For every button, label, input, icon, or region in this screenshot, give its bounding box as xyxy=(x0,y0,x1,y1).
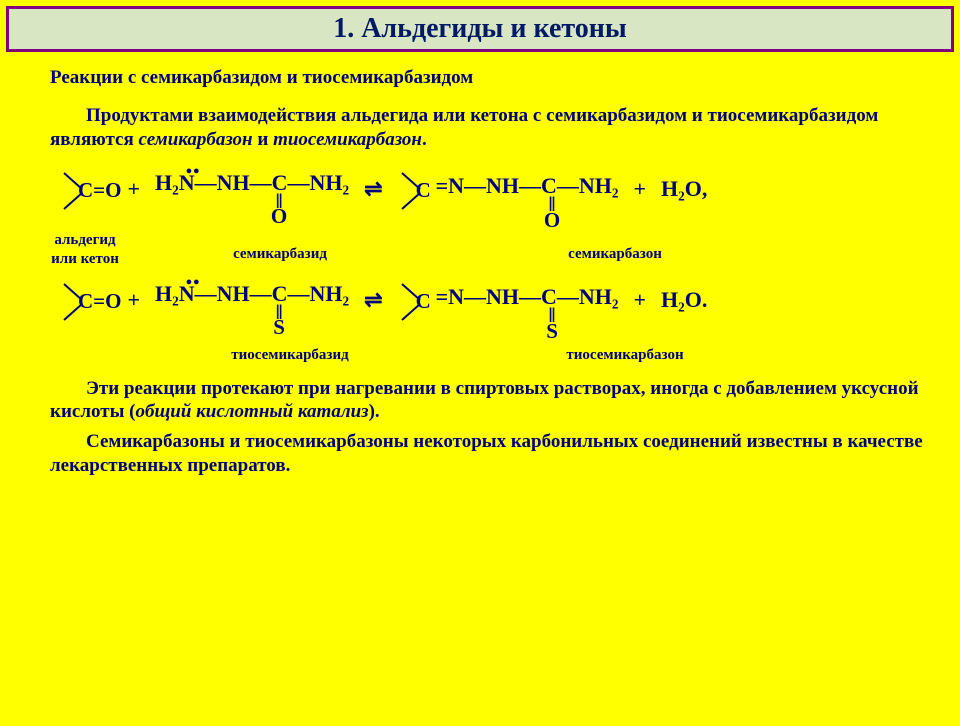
footer1-em: общий кислотный катализ xyxy=(135,401,368,422)
imine-c-1: C xyxy=(416,177,431,203)
intro-paragraph: Продуктами взаимодействия альдегида или … xyxy=(50,104,930,152)
semicarbazide-structure: ● ● H₂N—NH—C—NH₂ ‖ O xyxy=(155,169,349,225)
plus-4: + xyxy=(623,280,658,314)
water-2: H₂O. xyxy=(661,280,707,314)
imine-c-2: C xyxy=(416,288,431,314)
label-semicarbazide: семикарбазид xyxy=(170,231,390,269)
reagent1-line: H₂N—NH—C—NH₂ xyxy=(155,172,349,194)
intro-em1: семикарбазон xyxy=(139,129,253,150)
footer-paragraph-2: Семикарбазоны и тиосемикарбазоны некотор… xyxy=(50,430,930,478)
slide-title-bar: 1. Альдегиды и кетоны xyxy=(6,6,954,52)
equilibrium-arrow-2: ⇌ xyxy=(353,280,393,314)
slide-content: Реакции с семикарбазидом и тиосемикарбаз… xyxy=(0,58,960,490)
thiosemicarbazide-structure: ● ● H₂N—NH—C—NH₂ ‖ S xyxy=(155,280,349,336)
reaction-1: C=O + ● ● H₂N—NH—C—NH₂ ‖ O ⇌ C xyxy=(60,169,930,229)
reaction-2-labels: тиосемикарбазид тиосемикарбазон xyxy=(50,342,930,365)
imine-fragment-1: C xyxy=(398,169,438,215)
reagent2-bond: ‖ S xyxy=(273,305,285,337)
product1-het: O xyxy=(544,213,560,229)
thiosemicarbazone-structure: =N—NH—C—NH₂ ‖ S xyxy=(436,280,619,340)
equilibrium-arrow-1: ⇌ xyxy=(353,169,393,203)
water-1: H₂O, xyxy=(661,169,707,203)
plus-1: + xyxy=(122,169,151,203)
product2-line: =N—NH—C—NH₂ xyxy=(436,280,619,308)
label-semicarbazone: семикарбазон xyxy=(500,231,730,269)
carbonyl-fragment-1: C=O xyxy=(60,169,118,215)
carbonyl-fragment-2: C=O xyxy=(60,280,118,326)
slide-page: 1. Альдегиды и кетоны Реакции с семикарб… xyxy=(0,6,960,726)
reagent2-line: H₂N—NH—C—NH₂ xyxy=(155,283,349,305)
intro-mid: и xyxy=(253,129,273,150)
imine-fragment-2: C xyxy=(398,280,438,326)
carbonyl-text-2: C=O xyxy=(78,288,121,314)
reaction-2: C=O + ● ● H₂N—NH—C—NH₂ ‖ S ⇌ C xyxy=(60,280,930,340)
footer-paragraph-1: Эти реакции протекают при нагревании в с… xyxy=(50,377,930,425)
reagent1-het: O xyxy=(271,209,287,225)
reagent1-bond: ‖ O xyxy=(271,194,287,226)
plus-3: + xyxy=(122,280,151,314)
semicarbazone-structure: =N—NH—C—NH₂ ‖ O xyxy=(436,169,619,229)
plus-2: + xyxy=(623,169,658,203)
intro-suffix: . xyxy=(422,129,427,150)
product2-bond: ‖ S xyxy=(546,308,558,340)
product1-line: =N—NH—C—NH₂ xyxy=(436,169,619,197)
reaction-1-labels: альдегид или кетон семикарбазид семикарб… xyxy=(50,231,930,269)
product2-het: S xyxy=(546,324,558,340)
intro-em2: тиосемикарбазон xyxy=(273,129,422,150)
slide-title: 1. Альдегиды и кетоны xyxy=(333,13,627,44)
reagent2-het: S xyxy=(273,320,285,336)
section-heading: Реакции с семикарбазидом и тиосемикарбаз… xyxy=(50,66,930,90)
label-aldehyde-ketone: альдегид или кетон xyxy=(40,231,130,269)
carbonyl-text-1: C=O xyxy=(78,177,121,203)
footer1-suffix: ). xyxy=(369,401,380,422)
label-thiosemicarbazide: тиосемикарбазид xyxy=(180,342,400,365)
label-thiosemicarbazone: тиосемикарбазон xyxy=(510,342,740,365)
product1-bond: ‖ O xyxy=(544,197,560,229)
